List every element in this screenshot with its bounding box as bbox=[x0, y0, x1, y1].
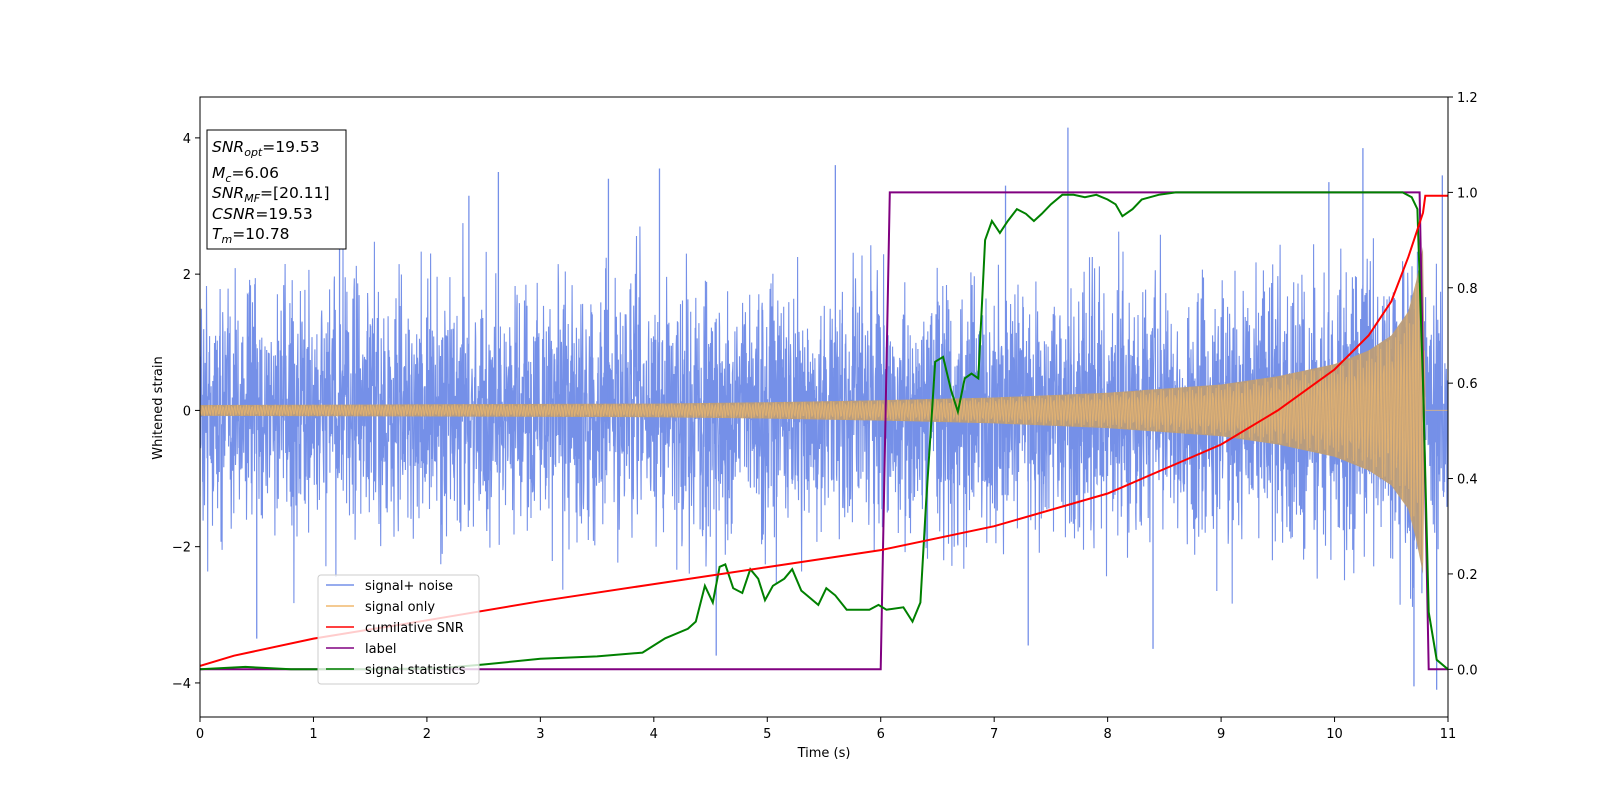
info-snr-mf: SNRMF=[20.11] bbox=[212, 184, 330, 205]
x-tick-label-8: 8 bbox=[1103, 727, 1111, 742]
axes: 0 1 2 3 4 5 6 7 8 9 10 11 −4 −2 0 2 4 0.0 0.2 0.4 0.6 0.8 1.0 1… bbox=[172, 91, 1478, 742]
info-mc: Mc=6.06 bbox=[212, 164, 279, 185]
x-tick-label-2: 2 bbox=[423, 727, 431, 742]
y-tick-label-4: 4 bbox=[183, 132, 191, 147]
info-box-frame bbox=[206, 129, 347, 250]
y2-tick-label-1: 0.2 bbox=[1457, 568, 1478, 583]
signal-statistics-line bbox=[200, 191, 1448, 671]
x-tick-label-9: 9 bbox=[1217, 727, 1225, 742]
y2-tick-label-2: 0.4 bbox=[1457, 473, 1478, 488]
y-tick-label-0: −4 bbox=[172, 677, 191, 692]
y2-tick-label-6: 1.2 bbox=[1457, 91, 1478, 106]
x-tick-label-5: 5 bbox=[763, 727, 771, 742]
legend: signal+ noise signal only cumilative SNR… bbox=[317, 574, 480, 685]
legend-label-label: label bbox=[365, 642, 396, 657]
legend-label-signal-noise: signal+ noise bbox=[365, 579, 453, 594]
plot-frame bbox=[199, 96, 1449, 718]
legend-label-cumulative-snr: cumilative SNR bbox=[365, 621, 464, 636]
x-tick-label-0: 0 bbox=[196, 727, 204, 742]
info-tm: Tm=10.78 bbox=[212, 225, 290, 246]
x-tick-label-1: 1 bbox=[309, 727, 317, 742]
legend-label-signal-statistics: signal statistics bbox=[365, 663, 466, 678]
signal-noise-line bbox=[200, 223, 1448, 607]
x-tick-label-4: 4 bbox=[650, 727, 658, 742]
x-tick-label-10: 10 bbox=[1326, 727, 1343, 742]
legend-frame bbox=[317, 574, 480, 685]
y2-tick-label-0: 0.0 bbox=[1457, 663, 1478, 678]
x-tick-label-3: 3 bbox=[536, 727, 544, 742]
y2-tick-label-5: 1.0 bbox=[1457, 186, 1478, 201]
y-axis-label: Whitened strain bbox=[151, 356, 166, 459]
x-axis-label: Time (s) bbox=[797, 746, 851, 761]
info-box: SNRopt=19.53 Mc=6.06 SNRMF=[20.11] CSNR=… bbox=[206, 129, 347, 250]
x-tick-label-6: 6 bbox=[877, 727, 885, 742]
y2-tick-label-3: 0.6 bbox=[1457, 377, 1478, 392]
y2-tick-label-4: 0.8 bbox=[1457, 282, 1478, 297]
x-tick-label-7: 7 bbox=[990, 727, 998, 742]
y-tick-label-1: −2 bbox=[172, 541, 191, 556]
legend-label-signal-only: signal only bbox=[365, 600, 435, 615]
y-tick-label-2: 0 bbox=[183, 404, 191, 419]
info-snr-opt: SNRopt=19.53 bbox=[212, 138, 320, 159]
x-tick-label-11: 11 bbox=[1440, 727, 1457, 742]
info-csnr: CSNR=19.53 bbox=[212, 205, 313, 223]
label-line bbox=[200, 191, 1448, 671]
y-tick-label-3: 2 bbox=[183, 268, 191, 283]
signal-only-line bbox=[200, 282, 1448, 563]
